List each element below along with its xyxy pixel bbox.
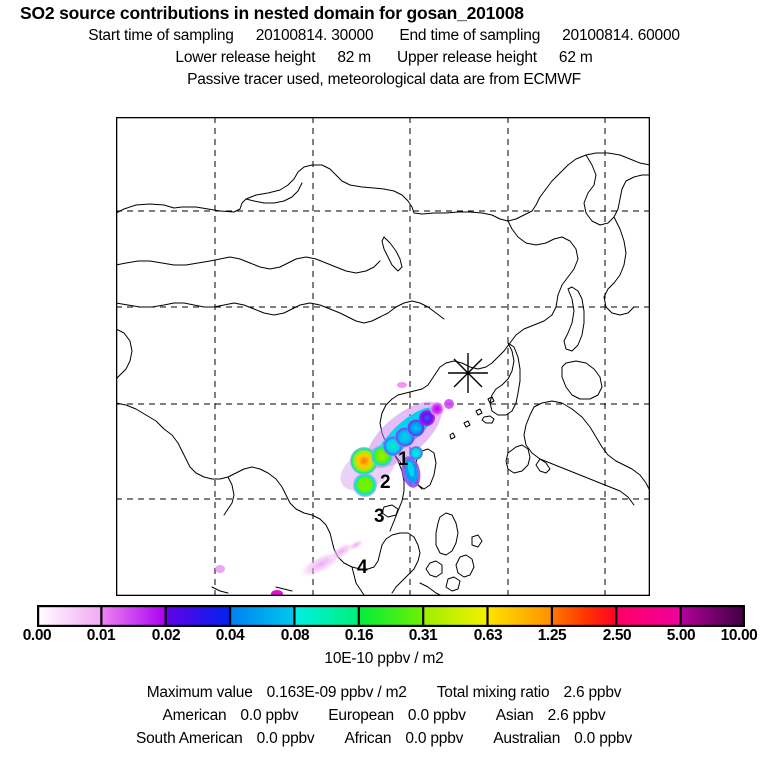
total-mixing-ratio-value: 2.6 ppbv: [563, 684, 622, 701]
colorbar-segment: [37, 605, 102, 627]
colorbar-segment: [294, 605, 359, 627]
plume-blob: [419, 410, 435, 426]
page-title: SO2 source contributions in nested domai…: [20, 3, 524, 23]
map-label: 2: [380, 472, 391, 493]
release-height-row: Lower release height 82 m Upper release …: [0, 49, 768, 67]
end-time-value: 20100814. 60000: [562, 27, 680, 44]
colorbar-segment: [551, 605, 617, 627]
statistics-footer: Maximum value 0.163E-09 ppbv / m2 Total …: [0, 684, 768, 748]
colorbar-dividers: [100, 605, 682, 627]
region-value-south-american: 0.0 ppbv: [256, 730, 315, 747]
colorbar-tick: 5.00: [666, 627, 696, 644]
region-value-european: 0.0 ppbv: [407, 707, 466, 724]
region-row-2: South American 0.0 ppbv African 0.0 ppbv…: [0, 730, 768, 748]
map-label: 1: [398, 449, 409, 470]
plume-blob: [350, 447, 378, 475]
region-label-australian: Australian: [493, 730, 561, 747]
start-time-value: 20100814. 30000: [255, 27, 374, 44]
plume-blob: [407, 419, 425, 437]
colorbar-segment: [165, 605, 231, 627]
total-mixing-ratio-label: Total mixing ratio: [436, 684, 550, 701]
region-row-1: American 0.0 ppbv European 0.0 ppbv Asia…: [0, 707, 768, 725]
colorbar-tick: 10.00: [720, 627, 758, 644]
region-value-asian: 2.6 ppbv: [547, 707, 606, 724]
upper-release-label: Upper release height: [397, 49, 537, 66]
colorbar: [37, 605, 745, 627]
colorbar-tick: 2.50: [602, 627, 632, 644]
colorbar-tick: 0.01: [86, 627, 116, 644]
plume-blob: [409, 446, 423, 460]
colorbar-svg: [37, 605, 745, 627]
plume-dot-south: [271, 590, 283, 596]
plume-layer: [215, 382, 454, 596]
colorbar-unit-label: 10E-10 ppbv / m2: [324, 650, 444, 667]
map-panel: 1 2 3 4: [116, 117, 650, 596]
sampling-time-row: Start time of sampling 20100814. 30000 E…: [0, 27, 768, 45]
colorbar-tick: 0.00: [22, 627, 52, 644]
map-label-layer: 1 2 3 4: [357, 449, 409, 578]
region-label-european: European: [328, 707, 394, 724]
region-value-african: 0.0 ppbv: [405, 730, 464, 747]
plume-blob: [430, 402, 444, 416]
plume-speck-north: [397, 382, 407, 388]
colorbar-segment: [680, 605, 745, 627]
map-background: [116, 117, 650, 596]
gridline-layer: [116, 117, 650, 596]
map-label: 3: [374, 506, 385, 527]
colorbar-tick: 0.63: [473, 627, 503, 644]
figure-header: SO2 source contributions in nested domai…: [0, 0, 768, 89]
max-total-row: Maximum value 0.163E-09 ppbv / m2 Total …: [0, 684, 768, 702]
map-svg: 1 2 3 4: [116, 117, 650, 596]
map-contents: 1 2 3 4: [116, 117, 650, 596]
region-label-african: African: [344, 730, 392, 747]
region-label-south-american: South American: [135, 730, 243, 747]
colorbar-tick: 0.31: [408, 627, 438, 644]
star-marker: [448, 353, 488, 393]
maximum-value: 0.163E-09 ppbv / m2: [266, 684, 407, 701]
plume-blob: [401, 456, 421, 488]
colorbar-tick: 0.16: [344, 627, 374, 644]
lower-release-label: Lower release height: [175, 49, 316, 66]
colorbar-tick: 0.08: [280, 627, 310, 644]
plume-blob: [353, 473, 377, 497]
tracer-note-row: Passive tracer used, meteorological data…: [0, 71, 768, 89]
maximum-value-label: Maximum value: [146, 684, 253, 701]
colorbar-segment: [487, 605, 552, 627]
colorbar-segment: [423, 605, 488, 627]
colorbar-segment: [358, 605, 424, 627]
plume-dot-west: [215, 565, 225, 573]
region-label-asian: Asian: [495, 707, 534, 724]
colorbar-segment: [616, 605, 681, 627]
upper-release-value: 62 m: [558, 49, 593, 66]
end-time-label: End time of sampling: [399, 27, 541, 44]
map-frame: [116, 117, 650, 596]
map-label: 4: [357, 557, 368, 578]
colorbar-segment: [101, 605, 166, 627]
region-value-american: 0.0 ppbv: [240, 707, 299, 724]
colorbar-segment: [230, 605, 295, 627]
colorbar-tick: 0.04: [215, 627, 245, 644]
plume-blob: [444, 399, 454, 409]
tracer-note: Passive tracer used, meteorological data…: [187, 71, 581, 88]
colorbar-tick: 1.25: [537, 627, 567, 644]
plume-faint-streak: [297, 539, 365, 579]
start-time-label: Start time of sampling: [88, 27, 234, 44]
region-label-american: American: [162, 707, 227, 724]
colorbar-ticks: 0.00 0.01 0.02 0.04 0.08 0.16 0.31 0.63 …: [0, 627, 768, 647]
lower-release-value: 82 m: [337, 49, 371, 66]
region-value-australian: 0.0 ppbv: [574, 730, 633, 747]
colorbar-frame: [37, 605, 745, 627]
colorbar-tick: 0.02: [151, 627, 181, 644]
